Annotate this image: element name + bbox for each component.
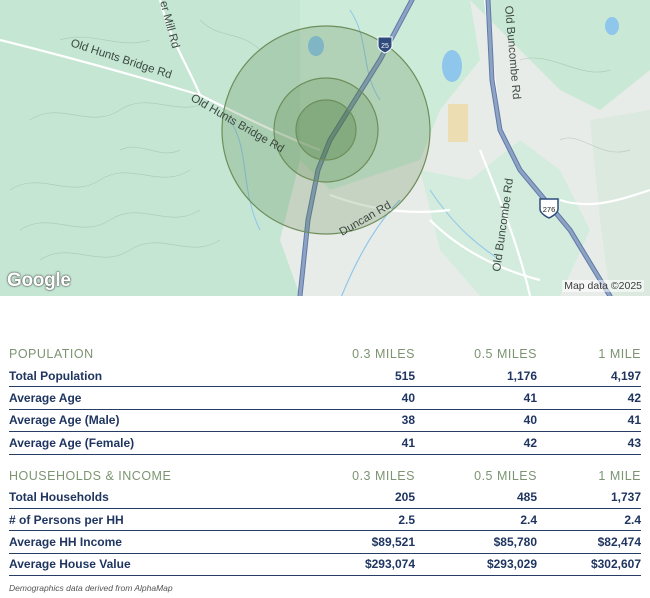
cell-value: 38 (401, 413, 415, 428)
cell-value: 1,176 (506, 368, 537, 383)
table-row: # of Persons per HH 2.5 2.4 2.4 (9, 509, 641, 532)
radius-1-mile (221, 25, 431, 235)
column-header: 0.5 MILES (474, 468, 537, 483)
column-header: 0.3 MILES (352, 468, 415, 483)
cell-value: 2.4 (624, 512, 641, 527)
cell-value: 205 (394, 490, 415, 505)
column-header: 0.5 MILES (474, 347, 537, 361)
section-header: POPULATION 0.3 MILES 0.5 MILES 1 MILE (9, 343, 641, 365)
svg-text:25: 25 (381, 43, 389, 50)
radius-0.5-mile (273, 77, 379, 183)
radius-rings (221, 25, 431, 235)
row-label: Average House Value (9, 557, 131, 572)
map-attribution[interactable]: Map data ©2025 (562, 280, 644, 292)
cell-value: 2.5 (398, 512, 415, 527)
row-label: Total Households (9, 490, 109, 505)
cell-value: $302,607 (590, 557, 641, 572)
cell-value: 40 (523, 413, 537, 428)
section-title: POPULATION (9, 347, 94, 361)
footnote: Demographics data derived from AlphaMap (9, 583, 173, 593)
row-label: # of Persons per HH (9, 512, 124, 527)
table-row: Average HH Income $89,521 $85,780 $82,47… (9, 531, 641, 554)
table-row: Average House Value $293,074 $293,029 $3… (9, 554, 641, 577)
cell-value: 41 (523, 391, 537, 406)
cell-value: 515 (394, 368, 415, 383)
map-canvas: 25 276 Old Hunts Bridge Rd Old Hunts Bri… (0, 0, 650, 296)
population-section: POPULATION 0.3 MILES 0.5 MILES 1 MILE To… (9, 343, 641, 455)
cell-value: 42 (523, 435, 537, 450)
google-logo: Google (7, 270, 71, 291)
table-row: Average Age (Male) 38 40 41 (9, 410, 641, 433)
cell-value: $82,474 (597, 535, 641, 550)
table-row: Average Age (Female) 41 42 43 (9, 432, 641, 455)
row-label: Total Population (9, 368, 103, 383)
cell-value: $293,074 (364, 557, 415, 572)
table-row: Total Households 205 485 1,737 (9, 487, 641, 509)
cell-value: $89,521 (371, 535, 415, 550)
section-title: HOUSEHOLDS & INCOME (9, 468, 172, 483)
table-row: Total Population 515 1,176 4,197 (9, 365, 641, 388)
svg-text:276: 276 (543, 205, 556, 214)
radius-0.3-mile (295, 99, 357, 161)
cell-value: 485 (516, 490, 537, 505)
cell-value: 40 (401, 391, 415, 406)
cell-value: 4,197 (610, 368, 641, 383)
column-header: 1 MILE (598, 347, 641, 361)
column-header: 0.3 MILES (352, 347, 415, 361)
cell-value: $85,780 (493, 535, 537, 550)
map-view[interactable]: 25 276 Old Hunts Bridge Rd Old Hunts Bri… (0, 0, 650, 296)
cell-value: 2.4 (520, 512, 537, 527)
cell-value: 42 (627, 391, 641, 406)
cell-value: $293,029 (486, 557, 537, 572)
cell-value: 41 (401, 435, 415, 450)
table-row: Average Age 40 41 42 (9, 387, 641, 410)
cell-value: 41 (627, 413, 641, 428)
row-label: Average Age (9, 391, 82, 406)
row-label: Average Age (Male) (9, 413, 120, 428)
row-label: Average HH Income (9, 535, 122, 550)
demographics-tables: POPULATION 0.3 MILES 0.5 MILES 1 MILE To… (9, 343, 641, 586)
highway-shield-276: 276 (539, 198, 559, 219)
section-header: HOUSEHOLDS & INCOME 0.3 MILES 0.5 MILES … (9, 465, 641, 487)
column-header: 1 MILE (598, 468, 641, 483)
cell-value: 43 (627, 435, 641, 450)
highway-shield-25: 25 (377, 36, 393, 54)
row-label: Average Age (Female) (9, 435, 135, 450)
cell-value: 1,737 (610, 490, 641, 505)
households-income-section: HOUSEHOLDS & INCOME 0.3 MILES 0.5 MILES … (9, 465, 641, 577)
